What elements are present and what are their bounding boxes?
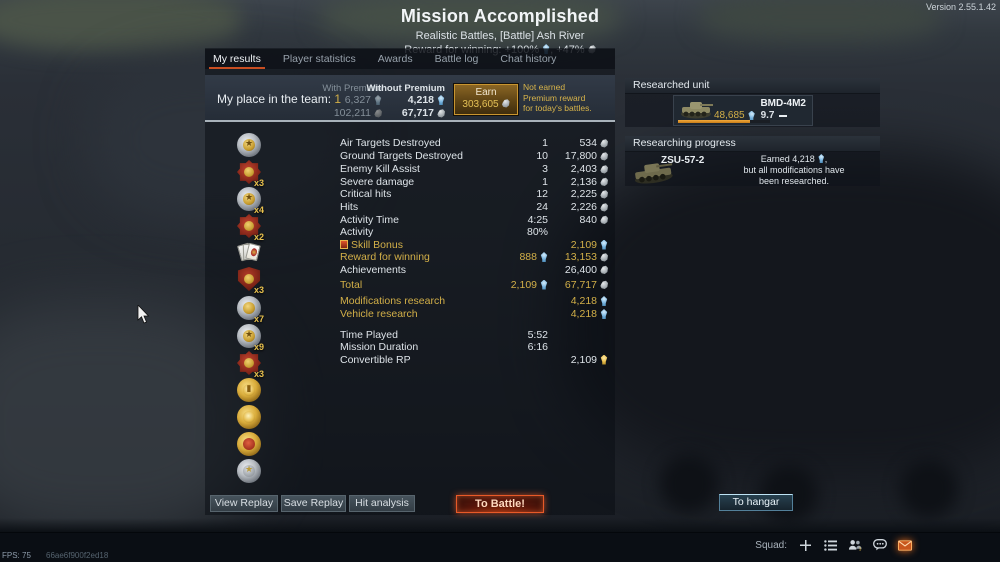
session-id: 66ae6f900f2ed18 bbox=[46, 551, 109, 560]
with-premium-sl: 102,211 bbox=[334, 107, 382, 119]
mail-notification-icon[interactable] bbox=[898, 539, 912, 551]
mission-subtitle: Realistic Battles, [Battle] Ash River bbox=[415, 30, 585, 42]
silver-lions-icon bbox=[501, 99, 510, 108]
background-blob bbox=[0, 0, 240, 50]
researched-unit-values: 48,685 9.7 bbox=[714, 110, 787, 121]
with-premium-rp: 6,327 bbox=[345, 94, 382, 106]
research-points-icon bbox=[437, 95, 445, 105]
squad-invite-plus-icon[interactable] bbox=[798, 539, 812, 551]
researched-unit-card[interactable]: BMD-4M2 48,685 9.7 bbox=[673, 95, 813, 126]
silver-lions-icon bbox=[437, 109, 445, 118]
researched-unit-name: BMD-4M2 bbox=[760, 98, 806, 109]
researching-unit-name: ZSU-57-2 bbox=[661, 155, 705, 166]
medal-red-cross[interactable]: x3 bbox=[237, 160, 264, 188]
hit-analysis-button[interactable]: Hit analysis bbox=[349, 495, 415, 512]
tab-bar: My results Player statistics Awards Batt… bbox=[205, 49, 615, 69]
tank-wheel-shape bbox=[900, 460, 958, 518]
medal-gold-bars[interactable]: ▮ bbox=[237, 378, 261, 402]
without-premium-sl: 67,717 bbox=[402, 107, 445, 119]
fps-counter: FPS: 75 bbox=[2, 551, 31, 560]
medal-playing-cards[interactable] bbox=[237, 240, 261, 264]
svg-text:3: 3 bbox=[859, 547, 862, 551]
without-premium-rp: 4,218 bbox=[408, 94, 445, 106]
with-premium-header: With Premium bbox=[322, 83, 382, 94]
researching-progress-panel: Researching progress ZSU-57-2 Earned 4,2… bbox=[625, 136, 880, 186]
researched-unit-title: Researched unit bbox=[625, 78, 880, 94]
premium-note: Not earned Premium reward for today's ba… bbox=[523, 82, 592, 114]
chat-bubble-icon[interactable] bbox=[873, 539, 887, 551]
to-hangar-button[interactable]: To hangar bbox=[719, 494, 793, 511]
tab-player-statistics[interactable]: Player statistics bbox=[282, 53, 356, 65]
my-place-value: 1 bbox=[334, 92, 342, 106]
research-progress-bar bbox=[678, 120, 770, 123]
tab-my-results[interactable]: My results bbox=[209, 49, 265, 69]
to-battle-button[interactable]: To Battle! bbox=[456, 495, 544, 513]
tab-chat-history[interactable]: Chat history bbox=[500, 53, 557, 65]
medal-gold-vehicle[interactable] bbox=[237, 405, 261, 429]
researched-unit-panel: Researched unit BMD-4M2 48,685 9.7 bbox=[625, 78, 880, 127]
view-replay-button[interactable]: View Replay bbox=[210, 495, 278, 512]
background-tank-silhouette bbox=[560, 150, 1000, 480]
my-place-strip: My place in the team: 1 With Premium Wit… bbox=[205, 75, 615, 122]
battle-rating: 9.7 bbox=[760, 110, 775, 121]
tab-awards[interactable]: Awards bbox=[377, 53, 413, 65]
medal-silver-star[interactable]: ★ bbox=[237, 459, 261, 483]
tank-wheel-shape bbox=[660, 455, 718, 513]
research-points-icon bbox=[748, 110, 755, 121]
medal-gold-wings[interactable]: ★ x4 bbox=[237, 187, 264, 215]
researched-unit-rp: 48,685 bbox=[714, 110, 745, 121]
contacts-icon[interactable]: 3 bbox=[848, 539, 862, 551]
silver-lions-icon bbox=[374, 109, 382, 118]
battle-tasks-list-icon[interactable] bbox=[823, 539, 837, 551]
background-blob bbox=[320, 0, 620, 42]
earn-button-label: Earn bbox=[475, 87, 497, 98]
researching-progress-text: Earned 4,218, but all modifications have… bbox=[743, 154, 845, 186]
save-replay-button[interactable]: Save Replay bbox=[281, 495, 346, 512]
earn-button[interactable]: Earn 303,605 bbox=[453, 83, 519, 116]
medal-silver-helmet[interactable]: ★ bbox=[237, 133, 261, 157]
squad-controls: Squad: 3 bbox=[755, 539, 912, 551]
my-place-text: My place in the team: bbox=[217, 92, 335, 106]
medal-silver-gold-orb[interactable]: x7 bbox=[237, 296, 264, 324]
earn-button-value: 303,605 bbox=[455, 98, 517, 110]
version-label: Version 2.55.1.42 bbox=[925, 2, 996, 12]
bottom-bar bbox=[0, 532, 1000, 562]
medal-red-shield-swords[interactable]: x3 bbox=[237, 267, 264, 295]
researching-progress-title: Researching progress bbox=[625, 136, 880, 152]
tank-icon bbox=[635, 163, 673, 184]
page-title: Mission Accomplished bbox=[400, 6, 600, 26]
tank-icon bbox=[681, 102, 713, 119]
without-premium-header: Without Premium bbox=[366, 83, 445, 94]
medal-red-cross[interactable]: x2 bbox=[237, 214, 264, 242]
medal-red-cross[interactable]: x3 bbox=[237, 351, 264, 379]
scene-shadow bbox=[0, 518, 1000, 532]
medal-silver-wings[interactable]: ★ x9 bbox=[237, 324, 264, 352]
background-blob bbox=[700, 0, 940, 40]
tab-battle-log[interactable]: Battle log bbox=[434, 53, 479, 65]
rank-dash-icon bbox=[778, 114, 787, 117]
research-points-icon bbox=[818, 154, 825, 163]
my-place-label: My place in the team: 1 bbox=[217, 92, 341, 106]
medal-red-gold-blast[interactable] bbox=[237, 432, 261, 456]
mouse-cursor bbox=[137, 305, 150, 324]
squad-label: Squad: bbox=[755, 539, 787, 551]
research-points-icon bbox=[374, 95, 382, 105]
